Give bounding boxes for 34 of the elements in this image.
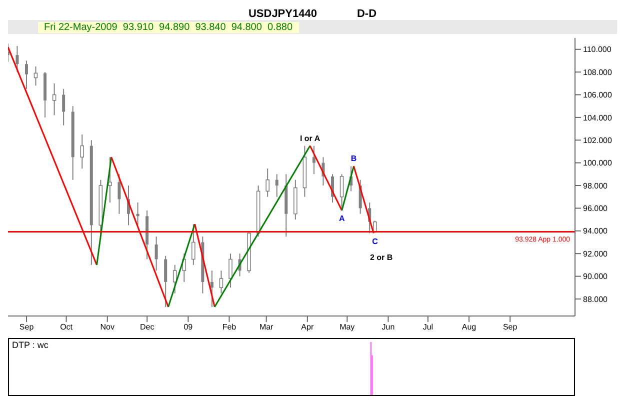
y-tick-label: 92.000: [583, 249, 608, 258]
annotation: A: [338, 214, 345, 224]
annotation: 2 or B: [370, 253, 393, 262]
y-tick-label: 94.000: [583, 226, 608, 236]
x-tick-label: Mar: [259, 322, 274, 332]
y-tick-label: 100.000: [583, 158, 612, 168]
chart-subtitle: D-D: [356, 8, 377, 20]
x-tick-label: Jul: [422, 322, 434, 332]
y-tick-label: 98.000: [583, 181, 608, 190]
x-tick-label: Sep: [19, 322, 34, 332]
x-tick-label: Dec: [140, 322, 154, 332]
x-tick-label: May: [340, 322, 355, 332]
x-tick-label: Oct: [60, 322, 74, 332]
y-tick-label: 104.000: [583, 113, 612, 122]
y-tick-label: 90.000: [583, 272, 608, 282]
annotation: C: [372, 236, 378, 246]
chart-title: USDJPY1440: [248, 8, 317, 20]
annotation: B: [350, 154, 357, 164]
y-tick-label: 96.000: [583, 204, 608, 214]
x-tick-label: Jun: [382, 322, 395, 332]
y-tick-label: 88.000: [583, 294, 608, 304]
chart-title: DTP : wc: [12, 340, 48, 350]
x-tick-label: Sep: [502, 322, 518, 332]
x-tick-label: Feb: [222, 322, 237, 332]
y-tick-label: 102.000: [583, 136, 612, 145]
text: Fri 22-May-2009 93.910 94.890 93.840 94.800 0.880: [38, 22, 299, 32]
x-tick-label: Nov: [100, 322, 114, 332]
y-tick-label: 108.000: [583, 68, 612, 77]
x-tick-label: Aug: [462, 322, 476, 332]
y-tick-label: 106.000: [583, 90, 612, 100]
annotation: I or A: [300, 134, 320, 143]
y-tick-label: 110.000: [583, 45, 612, 54]
x-tick-label: 09: [184, 322, 194, 332]
x-tick-label: Apr: [301, 322, 314, 332]
